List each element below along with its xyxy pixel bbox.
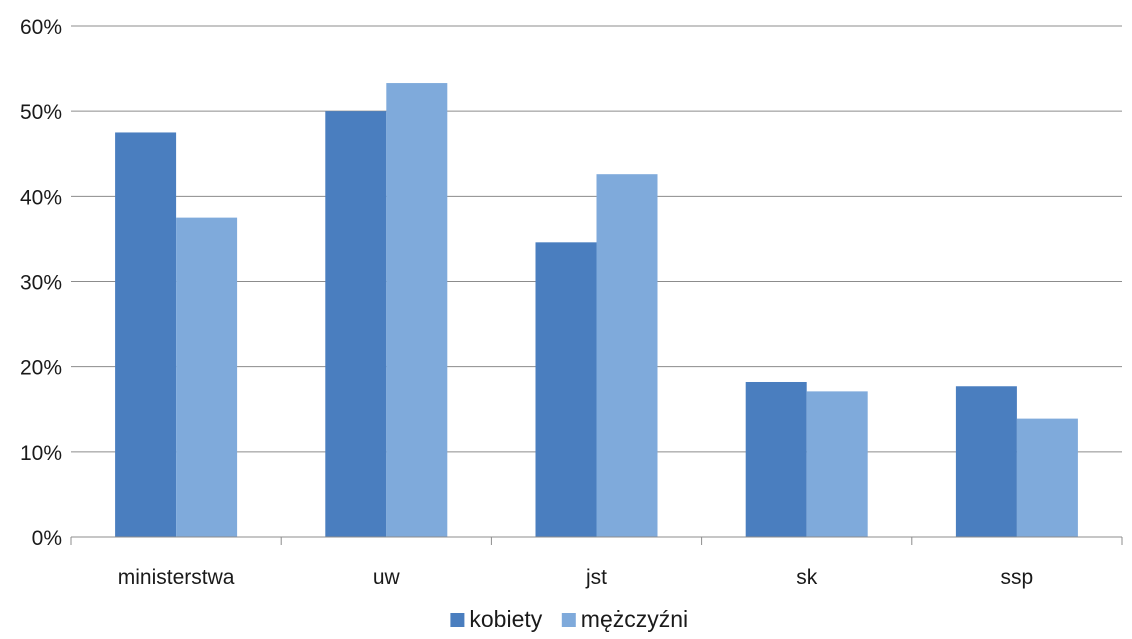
bar-uw-mężczyźni	[386, 83, 448, 537]
bar-ministerstwa-kobiety	[115, 132, 177, 538]
bar-ministerstwa-mężczyźni	[176, 217, 238, 537]
y-tick-label: 20%	[20, 357, 62, 380]
legend: kobiety mężczyźni	[450, 606, 688, 632]
bar-sk-mężczyźni	[806, 391, 868, 537]
axes	[70, 536, 1123, 545]
y-tick-label: 40%	[20, 186, 62, 209]
x-tick-label: ssp	[1001, 566, 1034, 589]
y-axis-labels: 0% 10% 20% 30% 40% 50% 60%	[20, 16, 62, 550]
y-tick-label: 30%	[20, 272, 62, 295]
bar-jst-kobiety	[535, 242, 597, 537]
bar-ssp-mężczyźni	[1016, 418, 1078, 537]
x-tick-label: sk	[796, 566, 818, 589]
bar-uw-kobiety	[325, 111, 387, 538]
y-tick-label: 60%	[20, 16, 62, 39]
y-tick-label: 0%	[32, 527, 62, 550]
legend-label: kobiety	[469, 606, 542, 632]
x-tick-label: uw	[373, 566, 401, 589]
x-tick-label: ministerstwa	[118, 566, 235, 589]
bars	[115, 83, 1078, 538]
y-tick-label: 10%	[20, 442, 62, 465]
y-tick-label: 50%	[20, 101, 62, 124]
legend-swatch-mężczyźni	[561, 613, 576, 627]
legend-swatch-kobiety	[450, 613, 465, 627]
x-axis-labels: ministerstwa uw jst sk ssp	[118, 566, 1033, 589]
bar-jst-mężczyźni	[596, 174, 658, 537]
bar-ssp-kobiety	[955, 386, 1017, 537]
bar-sk-kobiety	[745, 381, 807, 537]
x-tick-label: jst	[585, 566, 607, 589]
legend-label: mężczyźni	[581, 606, 688, 632]
